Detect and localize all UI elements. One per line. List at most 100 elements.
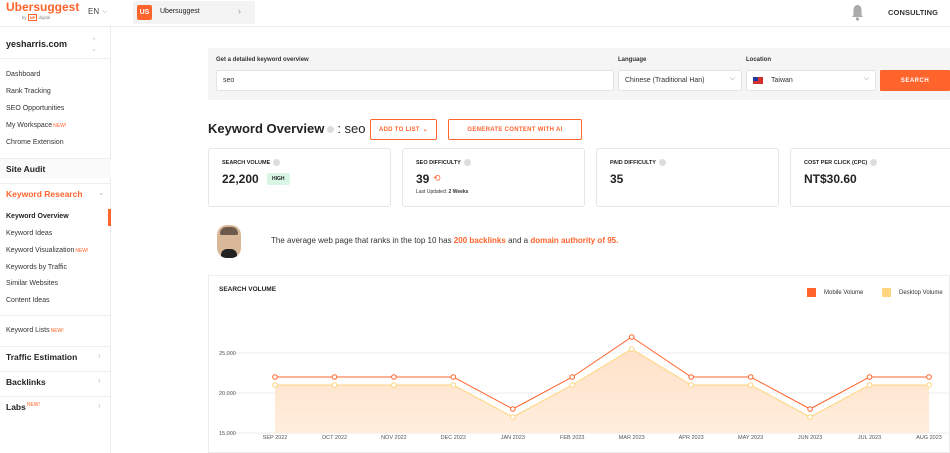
site-selector[interactable]: yesharris.com ⌃ ⌄ bbox=[0, 27, 111, 59]
desktop-point bbox=[391, 382, 397, 388]
seo-difficulty-value: 39 bbox=[416, 172, 430, 186]
mobile-point bbox=[391, 374, 397, 380]
desktop-point bbox=[688, 382, 694, 388]
sidebar-item-similar-websites[interactable]: Similar Websites bbox=[6, 280, 58, 287]
sidebar-item-keywords-by-traffic[interactable]: Keywords by Traffic bbox=[6, 264, 67, 271]
desktop-series-line bbox=[275, 348, 929, 418]
sidebar-item-keyword-visualization[interactable]: Keyword VisualizationNEW! bbox=[6, 247, 89, 254]
legend-mobile[interactable]: Mobile Volume bbox=[807, 288, 863, 297]
mobile-series-line bbox=[275, 336, 929, 410]
mobile-point bbox=[272, 374, 278, 380]
mobile-point bbox=[926, 374, 932, 380]
search-volume-label: SEARCH VOLUME bbox=[222, 159, 283, 166]
keyword-search-panel: Get a detailed keyword overview seo Lang… bbox=[208, 48, 950, 100]
chevron-right-icon: › bbox=[98, 351, 101, 360]
sidebar-item-chrome-extension[interactable]: Chrome Extension bbox=[6, 139, 64, 146]
top-bar: Ubersuggest by NP digital EN ⌵ US Ubersu… bbox=[0, 0, 950, 27]
language-value: Chinese (Traditional Han) bbox=[625, 77, 705, 84]
sort-icon: ⌃ ⌄ bbox=[91, 38, 97, 53]
refresh-icon[interactable]: ⟲ bbox=[433, 173, 441, 183]
sidebar: yesharris.com ⌃ ⌄ Dashboard Rank Tracking… bbox=[0, 27, 111, 453]
x-tick-label: NOV 2022 bbox=[381, 435, 407, 441]
project-selector[interactable]: US Ubersuggest › bbox=[133, 1, 255, 24]
chevron-down-icon: ⌄ bbox=[422, 127, 429, 133]
desktop-point bbox=[331, 382, 338, 388]
sidebar-item-rank-tracking[interactable]: Rank Tracking bbox=[6, 88, 51, 95]
x-tick-label: MAR 2023 bbox=[619, 435, 645, 441]
backlinks-highlight: 200 backlinks bbox=[453, 236, 506, 245]
language-code: EN bbox=[88, 7, 100, 16]
x-tick-label: JUL 2023 bbox=[858, 435, 881, 441]
desktop-area bbox=[275, 349, 929, 433]
x-tick-label: MAY 2023 bbox=[738, 435, 763, 441]
traffic-estimation-label: Traffic Estimation bbox=[6, 352, 78, 362]
sidebar-item-seo-opportunities[interactable]: SEO Opportunities bbox=[6, 105, 65, 112]
ubersuggest-logo[interactable]: Ubersuggest by NP digital bbox=[6, 0, 80, 22]
paid-difficulty-card: PAID DIFFICULTY 35 bbox=[596, 148, 779, 207]
logo-text: Ubersuggest bbox=[6, 0, 80, 14]
neil-patel-avatar bbox=[217, 225, 241, 258]
keyword-research-label: Keyword Research bbox=[6, 189, 83, 199]
keyword-input[interactable]: seo bbox=[216, 70, 614, 91]
desktop-point bbox=[510, 414, 516, 420]
y-tick-label: 25,000 bbox=[219, 351, 236, 357]
x-tick-label: AUG 2023 bbox=[916, 435, 942, 441]
logo-subtitle: by NP digital bbox=[21, 14, 51, 21]
mobile-point bbox=[450, 374, 457, 380]
new-tag: NEW! bbox=[50, 328, 64, 334]
x-tick-label: JUN 2023 bbox=[798, 435, 822, 441]
paid-difficulty-label: PAID DIFFICULTY bbox=[610, 159, 669, 166]
last-updated: Last Updated: 2 Weeks bbox=[416, 189, 469, 195]
sidebar-section-backlinks[interactable]: Backlinks › bbox=[0, 371, 111, 391]
chevron-right-icon: › bbox=[98, 376, 101, 385]
legend-swatch-desktop bbox=[882, 288, 891, 297]
info-icon bbox=[273, 159, 281, 166]
chevron-down-icon: ⌵ bbox=[729, 75, 735, 82]
bell-icon[interactable] bbox=[851, 4, 864, 21]
location-select[interactable]: Taiwan ⌵ bbox=[746, 70, 876, 91]
sidebar-item-my-workspace[interactable]: My WorkspaceNEW! bbox=[6, 122, 67, 129]
sidebar-section-traffic-estimation[interactable]: Traffic Estimation › bbox=[0, 346, 111, 366]
paid-difficulty-value: 35 bbox=[610, 172, 624, 186]
language-select[interactable]: Chinese (Traditional Han) ⌵ bbox=[618, 70, 742, 91]
search-button[interactable]: SEARCH bbox=[880, 70, 950, 91]
chevron-down-icon: ⌵ bbox=[102, 7, 108, 15]
sidebar-section-keyword-research[interactable]: Keyword Research ⌄ bbox=[0, 183, 111, 203]
desktop-point bbox=[628, 346, 635, 352]
mobile-point bbox=[866, 374, 873, 380]
sidebar-item-dashboard[interactable]: Dashboard bbox=[6, 71, 41, 78]
location-label: Location bbox=[746, 57, 771, 63]
search-volume-card: SEARCH VOLUME 22,200 HIGH bbox=[208, 148, 391, 207]
mobile-point bbox=[747, 374, 754, 380]
new-tag: NEW! bbox=[53, 123, 67, 129]
desktop-point bbox=[450, 382, 457, 388]
sidebar-item-keyword-lists[interactable]: Keyword ListsNEW! bbox=[6, 327, 64, 334]
mobile-point bbox=[807, 406, 813, 412]
backlinks-label: Backlinks bbox=[6, 377, 46, 387]
language-selector[interactable]: EN ⌵ bbox=[88, 7, 107, 16]
info-icon bbox=[463, 159, 471, 166]
authority-highlight: domain authority of 95. bbox=[530, 236, 619, 245]
sidebar-divider bbox=[0, 315, 111, 316]
sidebar-item-content-ideas[interactable]: Content Ideas bbox=[6, 297, 50, 304]
site-audit-label: Site Audit bbox=[6, 164, 46, 174]
chevron-down-icon: ⌵ bbox=[863, 75, 869, 82]
page-title: Keyword Overview: seo bbox=[208, 121, 366, 136]
add-to-list-button[interactable]: ADD TO LIST ⌄ bbox=[370, 119, 437, 140]
sidebar-section-labs[interactable]: LabsNEW! › bbox=[0, 396, 111, 416]
legend-desktop[interactable]: Desktop Volume bbox=[882, 288, 943, 297]
mobile-point bbox=[628, 334, 635, 340]
x-tick-label: DEC 2022 bbox=[441, 435, 466, 441]
location-value: Taiwan bbox=[771, 77, 793, 84]
sidebar-item-keyword-ideas[interactable]: Keyword Ideas bbox=[6, 230, 53, 237]
language-label: Language bbox=[618, 57, 647, 63]
consulting-link[interactable]: CONSULTING bbox=[888, 8, 939, 17]
site-name: yesharris.com bbox=[6, 39, 68, 49]
sidebar-item-keyword-overview[interactable]: Keyword Overview bbox=[6, 213, 69, 220]
x-tick-label: OCT 2022 bbox=[322, 435, 347, 441]
desktop-point bbox=[747, 382, 754, 388]
sidebar-section-site-audit[interactable]: Site Audit bbox=[0, 158, 111, 178]
generate-content-button[interactable]: GENERATE CONTENT WITH AI bbox=[448, 119, 582, 140]
project-name: Ubersuggest bbox=[160, 8, 200, 15]
